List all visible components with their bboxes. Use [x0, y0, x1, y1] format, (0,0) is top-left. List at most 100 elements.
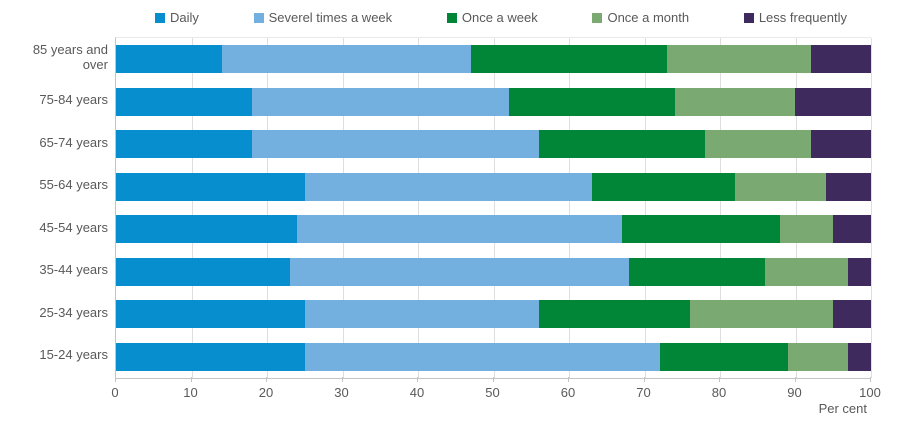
bar-segment-once-a-month	[735, 172, 826, 201]
legend-swatch-icon	[743, 12, 754, 23]
bar-segment-less-frequently	[795, 87, 871, 116]
bar-segment-once-a-month	[780, 215, 834, 244]
bar-row-55-64-years	[116, 172, 871, 201]
x-axis-tick-label: 10	[183, 385, 198, 400]
y-axis-labels: 85 years and over 75-84 years 65-74 years 5…	[0, 37, 108, 377]
bar-segment-severel-times-a-week	[251, 87, 509, 116]
x-axis-tick	[266, 377, 267, 382]
legend-item-severel-times-a-week: Severel times a week	[253, 10, 393, 25]
x-axis-tick-label: 80	[711, 385, 727, 400]
gridline	[191, 38, 193, 378]
legend-label: Once a week	[461, 10, 538, 25]
bar-row-65-74-years	[116, 130, 871, 159]
x-axis-tick-label: 0	[111, 385, 119, 400]
bar-segment-once-a-month	[667, 45, 811, 74]
y-axis-label: 15-24 years	[39, 347, 108, 363]
x-axis-tick	[719, 377, 720, 382]
y-axis-label: 75-84 years	[39, 92, 108, 108]
legend-item-once-a-month: Once a month	[592, 10, 689, 25]
y-axis-label: 35-44 years	[39, 262, 108, 278]
x-axis-tick	[794, 377, 796, 382]
bar-segment-daily	[116, 130, 252, 159]
bar-segment-once-a-week	[659, 342, 788, 371]
bar-segment-less-frequently	[810, 45, 871, 74]
bar-segment-severel-times-a-week	[297, 215, 622, 244]
legend: Daily Severel times a week Once a week Once…	[155, 10, 847, 25]
bar-segment-less-frequently	[848, 257, 871, 286]
x-axis-tick	[492, 377, 494, 382]
legend-label: Daily	[170, 10, 199, 25]
bar-segment-daily	[116, 45, 222, 74]
bar-segment-once-a-month	[787, 342, 849, 371]
bar-segment-daily	[116, 342, 305, 371]
x-axis-tick-label: 40	[409, 385, 425, 400]
legend-label: Severel times a week	[268, 10, 393, 25]
x-axis-tick-label: 90	[787, 385, 802, 400]
y-axis-label: 55-64 years	[39, 177, 108, 193]
y-axis-label: 85 years and over	[32, 42, 108, 73]
bar-segment-less-frequently	[810, 130, 871, 159]
gridline	[644, 38, 646, 378]
legend-item-daily: Daily	[155, 10, 199, 25]
x-axis-tick	[643, 377, 645, 382]
bar-segment-once-a-month	[689, 300, 834, 329]
plot-area	[115, 37, 872, 379]
x-axis-tick-label: 20	[258, 385, 274, 400]
gridline	[569, 38, 570, 378]
bar-segment-less-frequently	[825, 172, 871, 201]
bar-segment-less-frequently	[833, 300, 871, 329]
bar-segment-severel-times-a-week	[304, 342, 660, 371]
bar-row-85-years-and-over	[116, 45, 871, 74]
bar-segment-less-frequently	[833, 215, 871, 244]
bar-segment-once-a-week	[538, 130, 705, 159]
bar-segment-severel-times-a-week	[304, 300, 539, 329]
x-axis-tick-label: 100	[859, 385, 881, 400]
bar-segment-once-a-week	[508, 87, 675, 116]
x-axis: 0 10 20 30 40 50 60 70 80 90 100	[111, 377, 881, 417]
legend-swatch-icon	[592, 12, 603, 23]
gridline	[795, 38, 797, 378]
bar-segment-once-a-month	[765, 257, 849, 286]
bar-segment-daily	[116, 215, 298, 244]
legend-swatch-icon	[446, 12, 457, 23]
gridline	[418, 38, 419, 378]
legend-label: Less frequently	[758, 10, 847, 25]
gridline	[342, 38, 344, 378]
y-axis-label: 65-74 years	[39, 134, 108, 150]
bar-segment-once-a-month	[704, 130, 811, 159]
bar-row-45-54-years	[116, 215, 871, 244]
x-axis-tick-label: 60	[560, 385, 576, 400]
bar-segment-severel-times-a-week	[251, 130, 539, 159]
bar-segment-once-a-week	[591, 172, 736, 201]
bar-segment-less-frequently	[848, 342, 871, 371]
x-axis-tick	[417, 377, 418, 382]
bar-segment-once-a-week	[629, 257, 766, 286]
gridline	[493, 38, 495, 378]
bar-segment-once-a-week	[538, 300, 690, 329]
x-axis-tick-label: 30	[334, 385, 349, 400]
x-axis-tick-label: 50	[485, 385, 500, 400]
y-axis-label: 45-54 years	[39, 219, 108, 235]
bar-segment-once-a-month	[674, 87, 796, 116]
legend-swatch-icon	[253, 12, 264, 23]
x-axis-title: Per cent	[818, 401, 867, 416]
gridline	[267, 38, 268, 378]
bar-segment-once-a-week	[621, 215, 781, 244]
x-axis-tick	[568, 377, 569, 382]
bar-segment-severel-times-a-week	[304, 172, 592, 201]
bar-segment-once-a-week	[470, 45, 668, 74]
bar-row-75-84-years	[116, 87, 871, 116]
x-axis-tick	[115, 377, 116, 382]
legend-item-less-frequently: Less frequently	[743, 10, 847, 25]
legend-swatch-icon	[155, 12, 165, 23]
bar-segment-daily	[116, 172, 305, 201]
y-axis-label: 25-34 years	[39, 304, 108, 320]
bar-row-35-44-years	[116, 257, 871, 286]
x-axis-tick	[341, 377, 343, 382]
bar-segment-daily	[116, 257, 290, 286]
x-axis-tick	[870, 377, 871, 382]
x-axis-tick-label: 70	[636, 385, 651, 400]
bar-row-25-34-years	[116, 300, 871, 329]
legend-label: Once a month	[607, 10, 690, 25]
